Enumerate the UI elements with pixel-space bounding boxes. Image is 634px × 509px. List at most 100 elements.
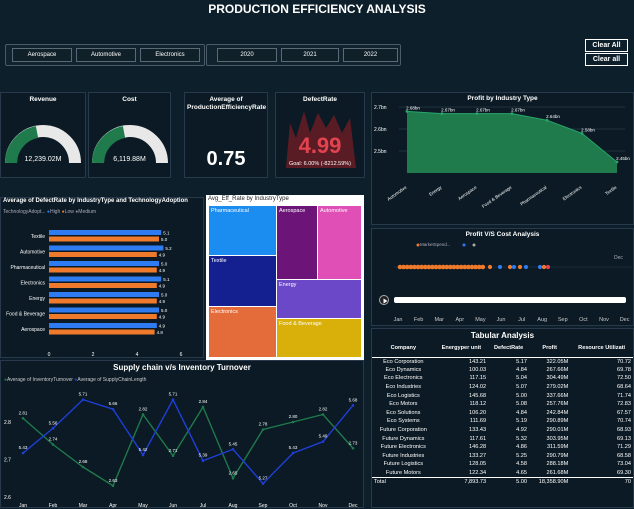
supply-month-tick: Jul: [200, 503, 206, 509]
defect-bar-low: [49, 252, 157, 257]
table-cell: Future Dynamics: [382, 435, 425, 442]
table-row[interactable]: Future Dynamics 117.61 5.32 303.95M 69.13: [372, 434, 633, 443]
table-row[interactable]: Eco Industries 124.02 5.07 279.02M 68.64: [372, 383, 633, 392]
treemap-label-energy: Energy: [279, 282, 297, 288]
pvc-dot: [412, 264, 417, 270]
slicer-2022-button[interactable]: 2022: [343, 48, 398, 62]
revenue-value: 12,239.02M: [24, 156, 62, 163]
table-cell: 70.72: [617, 358, 631, 365]
defect-bar-low: [49, 283, 157, 288]
supply-point-inventory: [111, 484, 115, 488]
table-row[interactable]: Eco Dynamics 100.03 4.84 267.66M 69.78: [372, 366, 633, 375]
slicer-aerospace-button[interactable]: Aerospace: [12, 48, 72, 62]
table-cell: 242.84M: [546, 409, 569, 416]
col-profit[interactable]: Profit: [529, 339, 571, 358]
treemap-cell-automotive[interactable]: Automotive: [318, 206, 361, 279]
treemap-cell-food-beverage[interactable]: Food & Beverage: [277, 319, 361, 357]
tabular-analysis: Tabular Analysis Company Energyper unit …: [371, 328, 634, 508]
table-row[interactable]: Future Logistics 128.05 4.58 288.18M 73.04: [372, 460, 633, 469]
pvc-dot: [458, 264, 464, 270]
supply-data-label-supply: 5.42: [139, 447, 148, 452]
table-row[interactable]: Future Corporation 133.43 4.92 290.01M 68.93: [372, 426, 633, 435]
table-cell: 290.79M: [546, 452, 569, 459]
play-axis-slider[interactable]: [394, 297, 626, 303]
defect-bar-label: 5.0: [161, 308, 168, 313]
clear-all-secondary-button[interactable]: Clear all: [585, 53, 628, 66]
profit-point: [580, 132, 584, 135]
table-cell: 69.30: [617, 469, 631, 476]
table-row[interactable]: Eco Solutions 106.20 4.84 242.84M 67.57: [372, 409, 633, 418]
defect-bar-low: [49, 267, 157, 273]
profit-area-svg: 2.7bn 2.6bn 2.5bn 2.68bn Automotive 2.67bn Ene…: [374, 105, 630, 209]
supply-data-label-inventory: 2.80: [289, 414, 298, 419]
table-cell: 257.76M: [546, 401, 569, 408]
supply-data-label-inventory: 2.63: [109, 478, 118, 483]
pvc-month-tick: Nov: [599, 317, 609, 323]
pvc-dot: [523, 264, 529, 270]
table-row[interactable]: Eco Systems 111.69 5.19 290.89M 70.74: [372, 417, 633, 426]
table-cell: Future Industries: [382, 452, 425, 459]
table-row[interactable]: Eco Logistics 145.68 5.00 337.66M 71.74: [372, 391, 633, 400]
defect-x-tick: 2: [92, 352, 95, 358]
table-row[interactable]: Future Motors 122.34 4.65 261.68M 69.30: [372, 469, 633, 478]
table-total-row[interactable]: Total 7,893.73 5.00 18,358.90M 70: [372, 477, 633, 486]
defect-bar-label: 4.9: [159, 253, 166, 258]
table-cell: 5.00: [516, 392, 528, 399]
table-row[interactable]: Eco Motors 118.12 5.08 257.76M 72.83: [372, 400, 633, 409]
pvc-dot: [455, 264, 460, 270]
treemap-cell-textile[interactable]: Textile: [209, 256, 276, 306]
supply-point-inventory: [351, 446, 355, 450]
supply-data-label-supply: 5.71: [169, 392, 178, 397]
pvc-dot: [462, 264, 468, 270]
play-button[interactable]: [379, 295, 389, 305]
defect-bar-label: 5.0: [161, 262, 168, 267]
slicer-2020-button[interactable]: 2020: [217, 48, 277, 62]
slicer-electronics-button[interactable]: Electronics: [140, 48, 200, 62]
table-cell: Eco Electronics: [384, 375, 423, 382]
slicer-2021-button[interactable]: 2021: [281, 48, 339, 62]
pvc-dot: [430, 264, 435, 270]
treemap-cell-electronics[interactable]: Electronics: [209, 307, 276, 357]
supply-month-tick: Jan: [19, 503, 27, 509]
profit-y-tick: 2.7bn: [374, 105, 387, 111]
defect-bar-high: [49, 230, 162, 235]
pvc-dot: [444, 264, 450, 270]
table-cell: 124.02: [469, 384, 487, 391]
table-row[interactable]: Eco Corporation 143.21 5.17 322.05M 70.72: [372, 357, 633, 366]
table-cell: Eco Corporation: [383, 358, 424, 365]
table-cell: 122.34: [469, 469, 487, 476]
defect-bar-label: 5.1: [163, 231, 170, 236]
col-resource[interactable]: Resource Utilizati: [570, 339, 633, 358]
table-cell: 143.21: [469, 358, 487, 365]
supply-month-tick: Aug: [229, 503, 238, 509]
defect-bar-label: 4.8: [157, 330, 164, 335]
defect-bar-low: [49, 329, 155, 335]
cost-gauge: [92, 125, 168, 164]
table-row[interactable]: Eco Electronics 117.15 5.04 304.49M 72.50: [372, 374, 633, 383]
table-cell: 70: [624, 478, 631, 485]
profit-x-tick: Pharmaceutical: [519, 185, 547, 207]
defect-chart-title: Average of DefectRate by IndustryType an…: [3, 198, 188, 204]
supply-data-label-inventory: 2.74: [49, 437, 58, 442]
table-cell: 5.07: [516, 384, 528, 391]
col-energy[interactable]: Energyper unit: [434, 339, 489, 358]
table-cell: 117.15: [469, 375, 487, 382]
profit-chart-title: Profit by Industry Type: [467, 95, 538, 102]
table-row[interactable]: Future Electronics 146.28 4.86 311.59M 71.29: [372, 443, 633, 452]
treemap-cell-energy[interactable]: Energy: [277, 280, 361, 318]
col-company[interactable]: Company: [372, 339, 435, 358]
treemap-cell-aerospace[interactable]: Aerospace: [277, 206, 317, 279]
table-row[interactable]: Future Industries 133.27 5.25 290.79M 68.58: [372, 452, 633, 461]
supply-point-inventory: [21, 416, 25, 420]
profit-y-tick: 2.5bn: [374, 149, 387, 155]
defect-bar-label: 5.0: [161, 237, 168, 242]
treemap-cell-pharmaceutical[interactable]: Pharmaceutical: [209, 206, 276, 255]
supply-point-supply: [231, 447, 235, 451]
defect-bar-label: 5.0: [161, 293, 168, 298]
supply-point-inventory: [261, 428, 265, 431]
profit-point: [545, 118, 549, 122]
col-defect[interactable]: DefectRate: [488, 339, 530, 358]
slicer-automotive-button[interactable]: Automotive: [76, 48, 136, 62]
clear-all-button[interactable]: Clear All: [585, 39, 628, 52]
treemap-title: Avg_Eff_Rate by IndustryType: [208, 196, 289, 202]
